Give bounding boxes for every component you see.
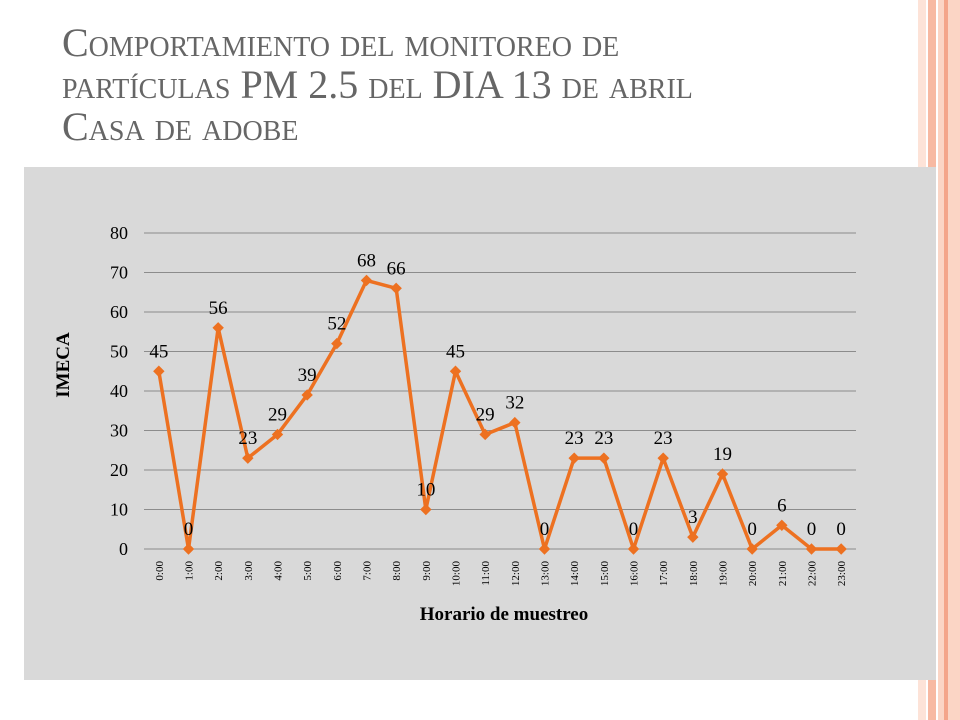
data-point-marker (629, 544, 639, 554)
x-tick-label: 11:00 (480, 561, 492, 586)
x-tick-label: 13:00 (540, 561, 552, 587)
data-point-marker (213, 323, 223, 333)
data-point-marker (836, 544, 846, 554)
x-tick-label: 21:00 (777, 561, 789, 587)
x-tick-label: 10:00 (451, 561, 463, 587)
series-line-layer (159, 280, 841, 549)
data-label: 10 (416, 480, 435, 501)
data-label: 6 (777, 495, 787, 516)
data-point-marker (510, 418, 520, 428)
data-label: 19 (713, 444, 732, 465)
data-label: 66 (387, 258, 406, 279)
x-tick-label: 4:00 (273, 561, 285, 581)
x-tick-label: 9:00 (421, 561, 433, 581)
x-tick-label: 3:00 (243, 561, 255, 581)
data-label: 0 (807, 519, 817, 540)
y-tick-label: 70 (110, 263, 128, 283)
x-tick-label: 8:00 (391, 561, 403, 581)
x-axis-title: Horario de muestreo (420, 604, 589, 625)
data-label: 32 (505, 393, 524, 414)
x-tick-label: 22:00 (807, 561, 819, 587)
y-axis-ticks: 0 10 20 30 40 50 60 70 80 (110, 223, 128, 559)
x-tick-label: 1:00 (184, 561, 196, 581)
x-tick-label: 2:00 (213, 561, 225, 581)
y-tick-label: 60 (110, 302, 128, 322)
y-axis-title: IMECA (53, 332, 74, 398)
x-tick-label: 7:00 (362, 561, 374, 581)
x-tick-label: 6:00 (332, 561, 344, 581)
y-tick-label: 40 (110, 381, 128, 401)
data-label: 52 (327, 314, 346, 335)
x-tick-label: 19:00 (718, 561, 730, 587)
data-label: 3 (688, 507, 698, 528)
data-point-marker (391, 283, 401, 293)
gridlines (144, 233, 856, 549)
x-tick-label: 16:00 (629, 561, 641, 587)
data-label: 23 (238, 428, 257, 449)
slide-title: Comportamiento del monitoreo de partícul… (62, 22, 902, 148)
x-tick-label: 14:00 (569, 561, 581, 587)
y-tick-label: 30 (110, 421, 128, 441)
data-label: 23 (594, 428, 613, 449)
x-tick-label: 0:00 (154, 561, 166, 581)
slide-title-line-3: Casa de adobe (62, 106, 902, 148)
slide-title-line-1: Comportamiento del monitoreo de (62, 22, 902, 64)
data-point-marker (599, 453, 609, 463)
y-tick-label: 10 (110, 500, 128, 520)
data-label: 0 (836, 519, 846, 540)
data-label: 29 (476, 404, 495, 425)
data-label: 39 (298, 365, 317, 386)
y-tick-label: 80 (110, 223, 128, 243)
data-point-marker (540, 544, 550, 554)
data-point-marker (154, 366, 164, 376)
data-label: 0 (184, 519, 194, 540)
data-label: 0 (540, 519, 550, 540)
data-point-marker (421, 505, 431, 515)
chart-panel: 0 10 20 30 40 50 60 70 80 0:00 1:00 2:00 3:00 4:00 5:… (24, 167, 936, 680)
data-label: 23 (654, 428, 673, 449)
data-label: 45 (149, 341, 168, 362)
slide-title-line-2: partículas PM 2.5 del DIA 13 de abril (62, 64, 902, 106)
series-line (159, 280, 841, 549)
x-tick-label: 17:00 (658, 561, 670, 587)
y-tick-label: 50 (110, 342, 128, 362)
data-point-marker (658, 453, 668, 463)
series-markers (154, 275, 846, 554)
x-tick-label: 20:00 (747, 561, 759, 587)
x-tick-label: 5:00 (302, 561, 314, 581)
data-point-marker (569, 453, 579, 463)
x-tick-label: 15:00 (599, 561, 611, 587)
data-label: 29 (268, 404, 287, 425)
data-label: 23 (565, 428, 584, 449)
y-tick-label: 0 (119, 539, 128, 559)
x-tick-label: 23:00 (836, 561, 848, 587)
x-tick-label: 12:00 (510, 561, 522, 587)
x-tick-label: 18:00 (688, 561, 700, 587)
data-point-marker (184, 544, 194, 554)
x-axis-ticks: 0:00 1:00 2:00 3:00 4:00 5:00 6:00 7:00 8:00 9:00… (154, 561, 848, 587)
y-tick-label: 20 (110, 460, 128, 480)
data-label: 68 (357, 250, 376, 271)
data-label: 0 (629, 519, 639, 540)
data-label: 56 (209, 298, 228, 319)
data-label: 0 (747, 519, 757, 540)
data-label: 45 (446, 341, 465, 362)
